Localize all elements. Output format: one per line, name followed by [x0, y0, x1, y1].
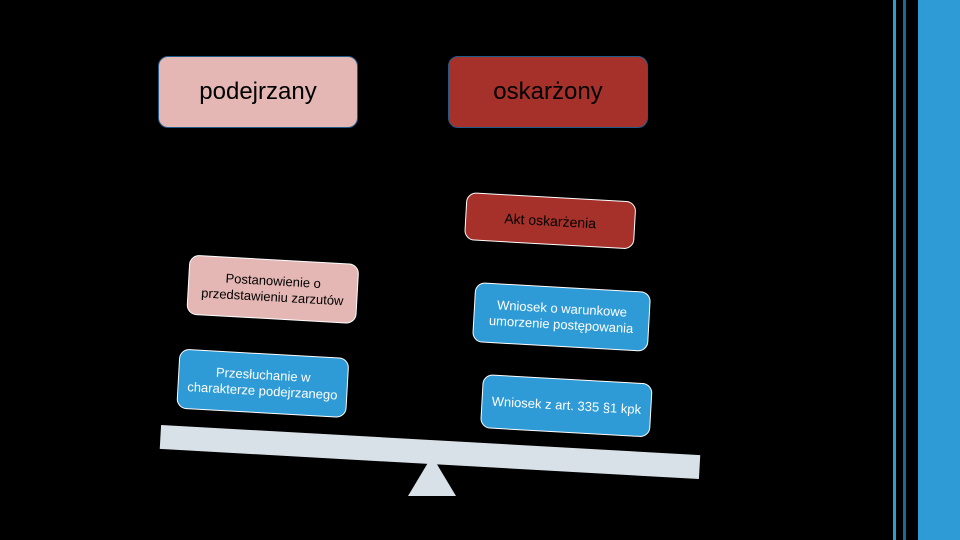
- node-label: Wniosek o warunkowe umorzenie postępowan…: [482, 297, 641, 337]
- node-label: Akt oskarżenia: [504, 210, 597, 232]
- diagram-stage: podejrzany oskarżony Akt oskarżenia Wnio…: [0, 0, 880, 540]
- accent-line-1: [903, 0, 906, 540]
- accent-bar-main: [918, 0, 960, 540]
- seesaw-fulcrum: [408, 456, 456, 496]
- node-podejrzany: podejrzany: [158, 56, 358, 128]
- node-oskarzony: oskarżony: [448, 56, 648, 128]
- node-przesluchanie: Przesłuchanie w charakterze podejrzanego: [176, 349, 349, 418]
- node-wniosek-335: Wniosek z art. 335 §1 kpk: [480, 374, 653, 437]
- accent-line-2: [893, 0, 896, 540]
- node-label: podejrzany: [199, 78, 316, 106]
- node-label: oskarżony: [493, 78, 602, 106]
- node-label: Wniosek z art. 335 §1 kpk: [491, 394, 641, 418]
- node-label: Przesłuchanie w charakterze podejrzanego: [186, 363, 340, 403]
- node-label: Postanowienie o przedstawieniu zarzutów: [196, 269, 350, 309]
- node-wniosek-warunkowe: Wniosek o warunkowe umorzenie postępowan…: [472, 282, 651, 352]
- node-postanowienie: Postanowienie o przedstawieniu zarzutów: [186, 255, 359, 324]
- node-akt-oskarzenia: Akt oskarżenia: [464, 192, 636, 249]
